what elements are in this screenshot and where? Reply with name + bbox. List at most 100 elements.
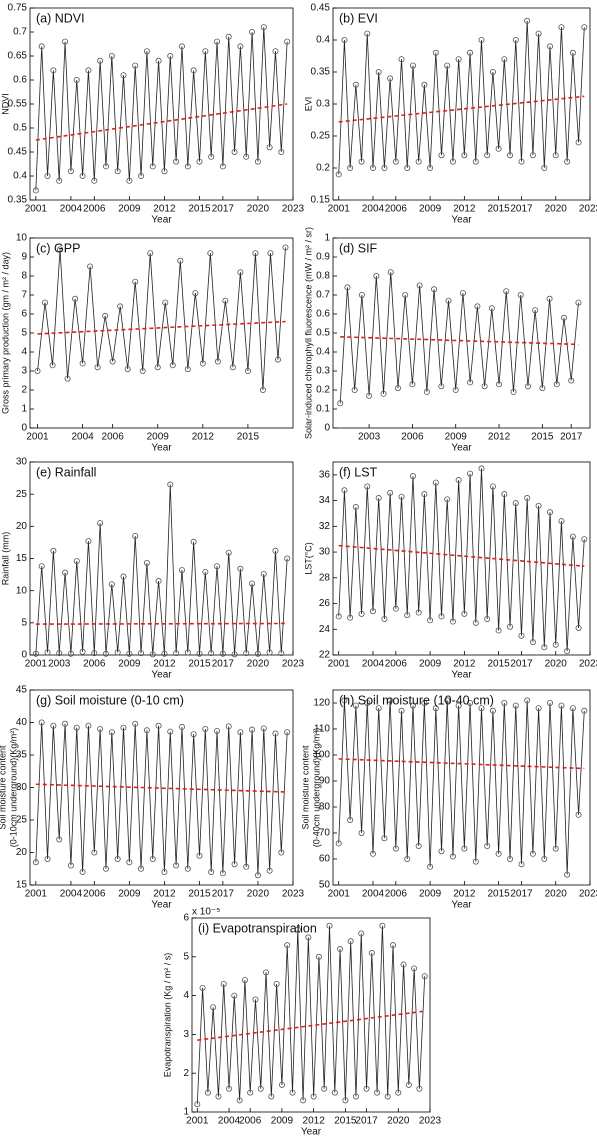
data-point — [214, 358, 221, 365]
data-point — [518, 861, 525, 868]
data-point — [518, 632, 525, 639]
data-point — [524, 495, 531, 502]
y-tick-label: 10 — [16, 585, 28, 596]
data-point — [575, 811, 582, 818]
x-tick-label: 2004 — [71, 432, 94, 443]
trend-line — [37, 320, 286, 335]
panel-title: (e) Rainfall — [36, 465, 96, 479]
x-tick-label: 2017 — [212, 889, 235, 900]
x-tick-label: 2020 — [247, 889, 270, 900]
data-point — [138, 650, 145, 657]
data-point — [394, 385, 401, 392]
data-point — [352, 81, 359, 88]
data-point — [512, 37, 519, 44]
data-point — [400, 961, 407, 968]
y-tick-label: 34 — [319, 495, 331, 506]
data-point — [162, 299, 169, 306]
data-point — [266, 144, 273, 151]
data-point — [392, 845, 399, 852]
data-point — [97, 520, 104, 527]
data-point — [481, 383, 488, 390]
data-point — [108, 53, 115, 60]
y-tick-label: 0.45 — [8, 147, 28, 158]
panel: 0.15 0.2 0.25 0.3 0.35 0.4 0.45 2001 2004 2006 200… — [303, 3, 597, 226]
data-point — [210, 1004, 217, 1011]
y-tick-label: 6 — [21, 309, 27, 320]
data-point — [272, 48, 279, 55]
data-point — [289, 1089, 296, 1096]
y-tick-label: 15 — [16, 553, 28, 564]
trend-line — [197, 1010, 425, 1042]
data-point — [169, 362, 176, 369]
data-point — [472, 158, 479, 165]
x-tick-label: 2006 — [83, 204, 106, 215]
data-point — [358, 291, 365, 298]
y-tick-label: 5 — [21, 328, 27, 339]
data-point — [243, 863, 250, 870]
y-tick-label: 36 — [319, 470, 331, 481]
data-point — [581, 24, 588, 31]
x-tick-label: 2015 — [188, 889, 211, 900]
panel-title: (a) NDVI — [36, 11, 85, 25]
panel-title: (c) GPP — [36, 241, 80, 255]
data-point — [247, 1089, 254, 1096]
data-point — [79, 869, 86, 876]
data-point — [155, 57, 162, 64]
y-axis-title: NDVI — [0, 93, 10, 115]
y-tick-label: 0.15 — [311, 195, 331, 206]
data-point — [305, 934, 312, 941]
data-point — [62, 720, 69, 727]
data-point — [62, 569, 69, 576]
x-tick-label: 2006 — [83, 659, 106, 670]
y-tick-label: 0.1 — [316, 404, 330, 415]
y-tick-label: 25 — [16, 489, 28, 500]
x-tick-label: 2017 — [355, 1116, 378, 1127]
data-point — [199, 360, 206, 367]
x-tick-label: 2015 — [487, 889, 510, 900]
data-point — [444, 62, 451, 69]
data-point — [284, 555, 291, 562]
x-tick-label: 2020 — [545, 889, 568, 900]
x-tick-label: 2017 — [510, 889, 533, 900]
data-point — [132, 720, 139, 727]
data-point — [260, 725, 267, 732]
x-tick-label: 2012 — [453, 889, 476, 900]
data-point — [351, 386, 358, 393]
y-tick-label: 0.25 — [311, 131, 331, 142]
y-tick-label: 30 — [16, 457, 28, 468]
x-tick-label: 2009 — [147, 432, 170, 443]
data-point — [398, 493, 405, 500]
data-point — [489, 69, 496, 76]
data-point — [124, 366, 131, 373]
data-point — [347, 938, 354, 945]
data-point — [461, 845, 468, 852]
data-point — [478, 37, 485, 44]
y-tick-label: 30 — [16, 782, 28, 793]
data-point — [278, 148, 285, 155]
data-point — [126, 177, 133, 184]
panel: 50 60 70 80 90 100 110 120 2001 2004 2006 2009 2012 2… — [300, 689, 597, 911]
data-point — [387, 269, 394, 276]
data-point — [368, 949, 375, 956]
data-point — [375, 705, 382, 712]
data-point — [143, 560, 150, 567]
data-point — [495, 850, 502, 857]
data-point — [167, 481, 174, 488]
x-tick-label: 2009 — [419, 889, 442, 900]
series-line — [196, 925, 426, 1105]
data-point — [369, 850, 376, 857]
data-point — [532, 307, 539, 314]
y-axis-title: (0-10cm underground)(Kg/m²) — [8, 728, 18, 848]
x-tick-label: 2015 — [487, 204, 510, 215]
data-point — [347, 614, 354, 621]
data-point — [38, 563, 45, 570]
data-point — [449, 618, 456, 625]
data-point — [455, 477, 462, 484]
data-point — [489, 707, 496, 714]
y-tick-label: 120 — [313, 698, 330, 709]
data-point — [438, 152, 445, 159]
x-tick-label: 2017 — [560, 432, 583, 443]
data-point — [374, 1089, 381, 1096]
x-tick-label: 2009 — [118, 204, 141, 215]
data-point — [294, 926, 301, 933]
